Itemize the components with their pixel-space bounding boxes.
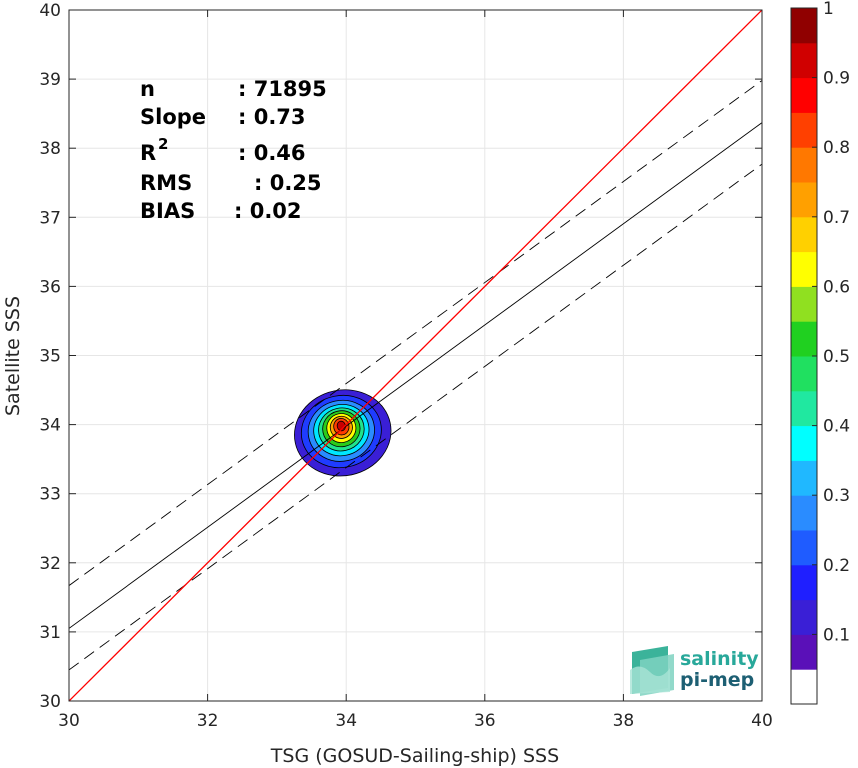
colorbar-segment-7	[791, 425, 817, 461]
y-axis-label: Satellite SSS	[2, 296, 24, 416]
colorbar-segment-2	[791, 599, 817, 635]
colorbar-segment-1	[791, 634, 817, 670]
colorbar-segment-0	[791, 669, 817, 705]
y-tick-label-5: 35	[39, 347, 61, 367]
colorbar-segment-18	[791, 42, 817, 79]
colorbar-tick-label-3: 0.4	[823, 417, 850, 437]
colorbar-segment-15	[791, 147, 817, 183]
logo-line2: pi-mep	[680, 669, 754, 691]
y-tick-label-6: 36	[39, 277, 61, 297]
regression-lines	[69, 10, 762, 701]
colorbar: 0.1 0.2 0.3 0.4 0.5 0.6 0.7 0.8 0.9 1	[790, 0, 850, 705]
stat-label-3: RMS	[140, 171, 192, 195]
y-tick-label-8: 38	[39, 139, 61, 159]
colorbar-segment-6	[791, 460, 817, 496]
x-tick-label-3: 36	[474, 711, 496, 731]
y-tick-label-10: 40	[39, 1, 61, 21]
stat-sup-2: 2	[158, 135, 168, 153]
y-tick-label-2: 32	[39, 554, 61, 574]
colorbar-segment-14	[791, 182, 817, 218]
colorbar-segment-13	[791, 216, 817, 253]
x-axis-label: TSG (GOSUD-Sailing-ship) SSS	[270, 745, 559, 767]
colorbar-segment-17	[791, 77, 817, 113]
stat-label-1: Slope	[140, 105, 206, 129]
colorbar-segment-19	[791, 8, 817, 44]
x-tick-label-0: 30	[58, 711, 80, 731]
y-tick-label-1: 31	[39, 623, 61, 643]
colorbar-segment-16	[791, 112, 817, 148]
y-tick-label-0: 30	[39, 692, 61, 712]
fit-line	[69, 122, 762, 629]
stat-value-1: : 0.73	[238, 105, 306, 129]
stat-value-4: : 0.02	[234, 199, 302, 223]
stat-label-0: n	[140, 77, 155, 101]
colorbar-tick-label-5: 0.6	[823, 277, 850, 297]
colorbar-segment-11	[791, 286, 817, 322]
y-tick-label-7: 37	[39, 208, 61, 228]
stat-value-2: : 0.46	[238, 141, 306, 165]
x-axis-ticks: 30 32 34 36 38 40	[58, 10, 773, 731]
stat-value-3: : 0.25	[254, 171, 322, 195]
logo-wave-icon	[630, 646, 674, 696]
y-axis-ticks: 30 31 32 33 34 35 36 37 38 39 40	[39, 1, 762, 712]
colorbar-tick-label-1: 0.2	[823, 556, 850, 576]
colorbar-segment-4	[791, 530, 817, 566]
y-tick-label-4: 34	[39, 416, 61, 436]
colorbar-tick-label-4: 0.5	[823, 347, 850, 367]
x-tick-label-5: 40	[751, 711, 773, 731]
logo-line1: salinity	[680, 648, 759, 670]
identity-line	[69, 10, 762, 701]
upper-band-line	[69, 80, 762, 586]
colorbar-segment-10	[791, 321, 817, 357]
y-tick-label-3: 33	[39, 485, 61, 505]
colorbar-segment-12	[791, 251, 817, 287]
y-tick-label-9: 39	[39, 70, 61, 90]
stat-label-2: R	[140, 141, 156, 165]
colorbar-tick-label-2: 0.3	[823, 486, 850, 506]
stat-label-4: BIAS	[140, 199, 195, 223]
colorbar-segment-3	[791, 564, 817, 601]
x-tick-label-1: 32	[197, 711, 219, 731]
colorbar-tick-label-8: 0.9	[823, 69, 850, 89]
colorbar-tick-label-9: 1	[823, 0, 834, 19]
colorbar-segment-9	[791, 356, 817, 392]
colorbar-segment-5	[791, 495, 817, 531]
colorbar-segment-8	[791, 390, 817, 427]
colorbar-tick-label-6: 0.7	[823, 208, 850, 228]
salinity-pi-mep-logo: salinity pi-mep	[630, 646, 759, 696]
grid	[68, 9, 763, 702]
x-tick-label-4: 38	[613, 711, 635, 731]
statistics-box: n : 71895 Slope : 0.73 R 2 : 0.46 RMS : 0.25 BIAS…	[140, 77, 327, 223]
x-tick-label-2: 34	[335, 711, 357, 731]
stat-value-0: : 71895	[238, 77, 327, 101]
colorbar-tick-label-0: 0.1	[823, 625, 850, 645]
colorbar-tick-label-7: 0.8	[823, 138, 850, 158]
